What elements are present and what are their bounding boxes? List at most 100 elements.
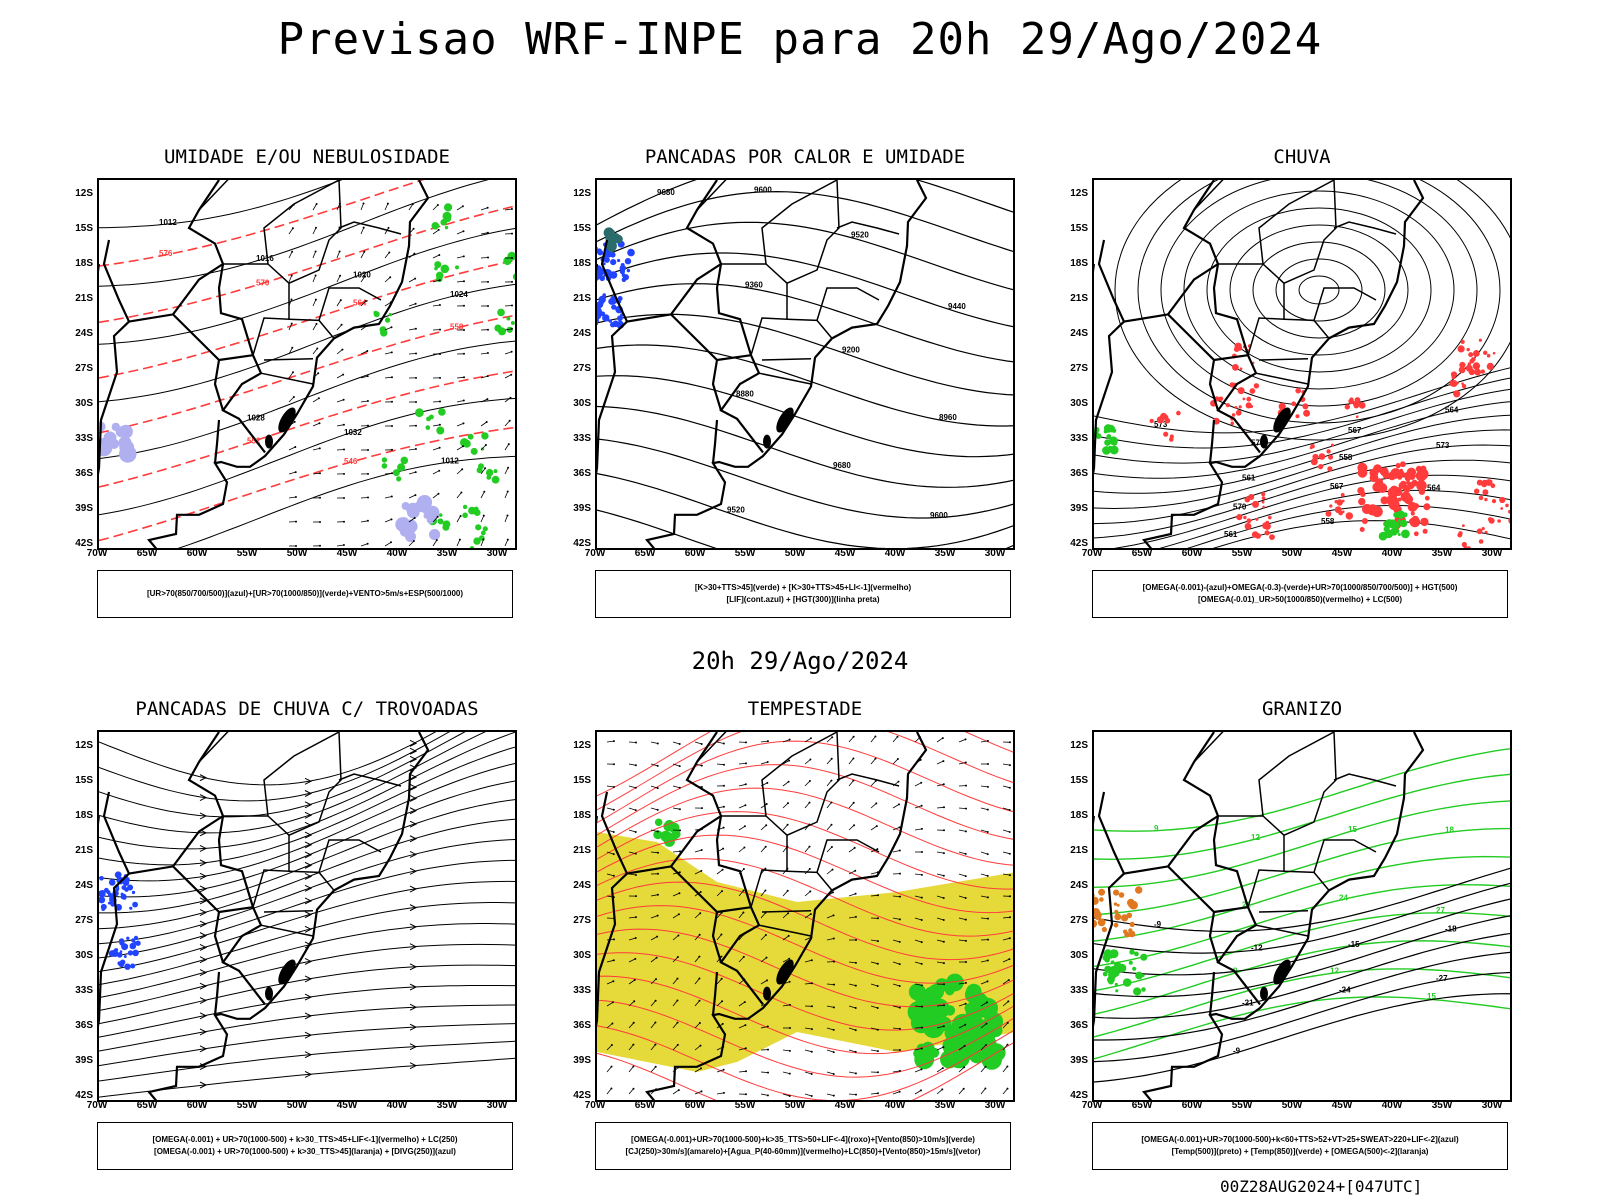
wind-vector	[870, 825, 878, 831]
lat-tick-label: 18S	[573, 258, 591, 269]
wind-vector	[312, 422, 320, 427]
contour-label: 564	[1427, 484, 1441, 493]
wind-vector	[870, 758, 876, 765]
wind-vector	[760, 890, 766, 897]
geopotential-contour	[1275, 258, 1363, 322]
wind-vector-head	[921, 1005, 923, 1008]
precipitable-water-contour	[597, 787, 1013, 866]
wind-vector	[980, 1088, 986, 1095]
wind-vector	[606, 807, 614, 811]
wind-vector-head	[342, 544, 345, 546]
streamline-arrow	[199, 1081, 208, 1089]
wind-vector-head	[986, 785, 989, 788]
country-border	[670, 865, 723, 963]
lon-tick-label: 70W	[1081, 548, 1103, 559]
wind-vector-head	[920, 873, 923, 876]
wind-vector	[760, 740, 768, 743]
state-border	[338, 773, 402, 787]
wind-vector	[360, 251, 365, 259]
map-panel-granizo: 9 12 15 18 21 24 27 9 12 15 -9 -12 -15 -18 -21 -24 -27 -9	[1092, 730, 1512, 1102]
state-border	[1283, 318, 1330, 339]
wind-vector	[384, 203, 389, 211]
wind-vector-head	[898, 803, 900, 806]
wind-vector-head	[766, 979, 768, 982]
lagoon	[776, 407, 794, 433]
country-border	[221, 906, 266, 1006]
wind-vector-head	[366, 400, 369, 402]
wind-vector	[672, 785, 680, 789]
wind-vector-head	[509, 396, 512, 399]
country-border	[626, 815, 722, 875]
lat-tick-label: 30S	[1070, 950, 1088, 961]
lon-tick-label: 50W	[286, 548, 308, 559]
wind-vector	[432, 279, 440, 283]
country-border	[711, 419, 719, 464]
coastline	[146, 180, 430, 548]
wind-vector-head	[317, 372, 320, 375]
lat-tick-label: 36S	[573, 468, 591, 479]
wind-vector-head	[632, 1043, 635, 1046]
streamline-arrow	[409, 1043, 418, 1051]
wind-vector-head	[613, 938, 615, 941]
wind-vector-head	[1008, 874, 1011, 877]
wind-vector	[870, 983, 878, 987]
lagoon	[1273, 959, 1291, 985]
contour-label: 573	[1154, 420, 1168, 429]
wind-vector	[782, 912, 789, 919]
wind-vector-head	[787, 934, 790, 937]
wind-vector	[826, 938, 834, 941]
wind-vector	[958, 762, 966, 765]
streamline-arrow	[304, 1031, 313, 1039]
wind-vector-head	[722, 826, 725, 829]
wind-vector-head	[459, 515, 462, 517]
lon-tick-label: 50W	[1281, 1100, 1303, 1111]
lon-tick-label: 30W	[486, 548, 508, 559]
wind-vector-head	[810, 1050, 813, 1053]
wind-vector	[958, 829, 966, 832]
wind-vector-head	[634, 957, 637, 960]
wind-vector	[480, 421, 487, 427]
wind-vector	[694, 1068, 702, 1073]
wind-vector-head	[1009, 916, 1011, 919]
wind-vector	[456, 492, 462, 499]
wind-vector	[1002, 829, 1010, 833]
wind-vector-head	[986, 853, 989, 856]
lat-tick-label: 27S	[75, 915, 93, 926]
wind-vector-head	[745, 1093, 747, 1096]
pressure-contour	[99, 397, 515, 516]
country-border	[716, 354, 752, 362]
coastline	[644, 180, 928, 548]
lat-tick-label: 12S	[75, 188, 93, 199]
wind-vector-head	[463, 376, 465, 379]
wind-vector-head	[853, 846, 856, 849]
geopotential-contour	[1094, 459, 1510, 539]
wind-vector-head	[343, 520, 345, 523]
lat-tick-label: 30S	[75, 950, 93, 961]
country-border	[213, 419, 221, 464]
wind-vector-head	[414, 471, 417, 474]
wind-vector	[504, 443, 510, 451]
wind-vector-head	[722, 1091, 725, 1094]
wind-vector-head	[610, 1087, 613, 1090]
wind-vector	[980, 785, 988, 788]
map-outline	[597, 732, 928, 1100]
wind-vector-head	[315, 226, 317, 229]
lat-tick-label: 39S	[1070, 1055, 1088, 1066]
wind-vector-head	[876, 940, 879, 943]
state-border	[260, 372, 314, 385]
contour-label: 561	[1224, 530, 1238, 539]
map-panel-umidade: 1012 1016 1020 1024 1028 1032 1012 576 570 564 558…	[97, 178, 517, 550]
country-border	[218, 906, 254, 914]
wind-vector-head	[720, 955, 723, 958]
wind-vector-head	[766, 781, 769, 784]
streamline-arrow	[199, 844, 208, 852]
coastline	[644, 732, 928, 1100]
wind-vector-head	[764, 889, 767, 892]
wind-vector-head	[831, 736, 834, 739]
country-border	[128, 815, 224, 875]
wind-vector-head	[314, 250, 317, 253]
streamline-arrow	[409, 1023, 418, 1031]
wind-vector	[848, 1005, 856, 1009]
wind-vector-head	[390, 518, 393, 521]
wind-vector	[408, 253, 415, 259]
